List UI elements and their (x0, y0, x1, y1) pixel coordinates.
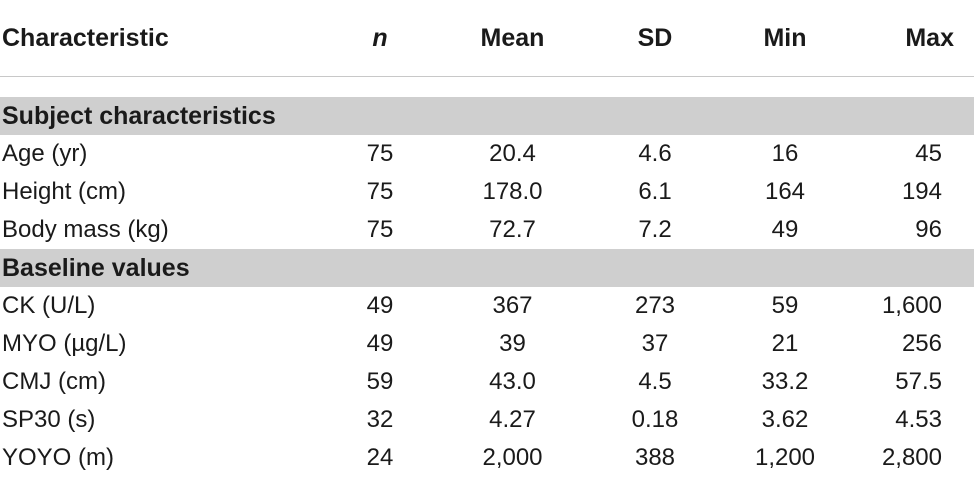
cell-n: 75 (330, 211, 430, 249)
cell-max: 4.53 (855, 401, 974, 439)
cell-max: 45 (855, 135, 974, 173)
cell-label: Height (cm) (0, 173, 330, 211)
header-max: Max (855, 0, 974, 77)
cell-min: 21 (715, 325, 855, 363)
cell-sd: 4.5 (595, 363, 715, 401)
header-n: n (330, 0, 430, 77)
cell-n: 24 (330, 439, 430, 477)
cell-sd: 388 (595, 439, 715, 477)
section-title: Subject characteristics (0, 97, 974, 135)
header-mean: Mean (430, 0, 595, 77)
cell-label: Body mass (kg) (0, 211, 330, 249)
header-spacer (0, 77, 974, 98)
cell-max: 194 (855, 173, 974, 211)
section-title: Baseline values (0, 249, 974, 287)
cell-max: 256 (855, 325, 974, 363)
cell-min: 49 (715, 211, 855, 249)
cell-max: 57.5 (855, 363, 974, 401)
cell-n: 49 (330, 325, 430, 363)
cell-mean: 39 (430, 325, 595, 363)
cell-mean: 43.0 (430, 363, 595, 401)
header-min: Min (715, 0, 855, 77)
cell-mean: 4.27 (430, 401, 595, 439)
cell-n: 49 (330, 287, 430, 325)
header-row: Characteristic n Mean SD Min Max (0, 0, 974, 77)
cell-min: 16 (715, 135, 855, 173)
section-header-row: Subject characteristics (0, 97, 974, 135)
cell-n: 59 (330, 363, 430, 401)
cell-mean: 72.7 (430, 211, 595, 249)
cell-label: CK (U/L) (0, 287, 330, 325)
table-header: Characteristic n Mean SD Min Max (0, 0, 974, 77)
cell-sd: 273 (595, 287, 715, 325)
cell-sd: 4.6 (595, 135, 715, 173)
cell-mean: 367 (430, 287, 595, 325)
cell-max: 96 (855, 211, 974, 249)
cell-label: SP30 (s) (0, 401, 330, 439)
cell-n: 32 (330, 401, 430, 439)
cell-sd: 7.2 (595, 211, 715, 249)
section-header-row: Baseline values (0, 249, 974, 287)
cell-min: 1,200 (715, 439, 855, 477)
cell-mean: 178.0 (430, 173, 595, 211)
cell-max: 1,600 (855, 287, 974, 325)
header-sd: SD (595, 0, 715, 77)
cell-mean: 2,000 (430, 439, 595, 477)
cell-label: CMJ (cm) (0, 363, 330, 401)
cell-min: 164 (715, 173, 855, 211)
cell-n: 75 (330, 173, 430, 211)
cell-sd: 0.18 (595, 401, 715, 439)
cell-min: 33.2 (715, 363, 855, 401)
cell-mean: 20.4 (430, 135, 595, 173)
cell-min: 3.62 (715, 401, 855, 439)
cell-sd: 37 (595, 325, 715, 363)
cell-min: 59 (715, 287, 855, 325)
cell-label: MYO (µg/L) (0, 325, 330, 363)
cell-n: 75 (330, 135, 430, 173)
header-characteristic: Characteristic (0, 0, 330, 77)
cell-sd: 6.1 (595, 173, 715, 211)
cell-label: Age (yr) (0, 135, 330, 173)
cell-max: 2,800 (855, 439, 974, 477)
cell-label: YOYO (m) (0, 439, 330, 477)
